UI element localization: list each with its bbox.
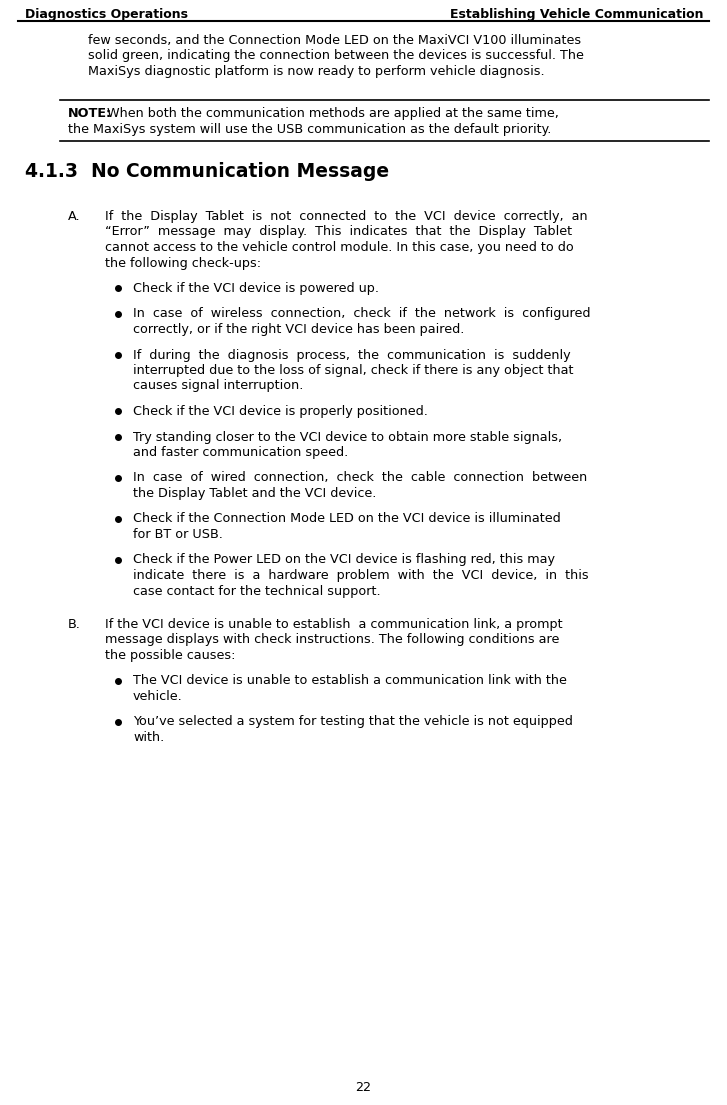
Text: correctly, or if the right VCI device has been paired.: correctly, or if the right VCI device ha… <box>133 323 465 336</box>
Text: MaxiSys diagnostic platform is now ready to perform vehicle diagnosis.: MaxiSys diagnostic platform is now ready… <box>88 65 545 78</box>
Text: the MaxiSys system will use the USB communication as the default priority.: the MaxiSys system will use the USB comm… <box>68 123 551 136</box>
Text: In  case  of  wireless  connection,  check  if  the  network  is  configured: In case of wireless connection, check if… <box>133 307 590 320</box>
Text: vehicle.: vehicle. <box>133 690 182 703</box>
Text: In  case  of  wired  connection,  check  the  cable  connection  between: In case of wired connection, check the c… <box>133 472 587 484</box>
Text: and faster communication speed.: and faster communication speed. <box>133 446 348 459</box>
Text: interrupted due to the loss of signal, check if there is any object that: interrupted due to the loss of signal, c… <box>133 364 574 377</box>
Text: case contact for the technical support.: case contact for the technical support. <box>133 585 381 598</box>
Text: the Display Tablet and the VCI device.: the Display Tablet and the VCI device. <box>133 487 377 499</box>
Text: cannot access to the vehicle control module. In this case, you need to do: cannot access to the vehicle control mod… <box>105 241 574 254</box>
Text: for BT or USB.: for BT or USB. <box>133 528 223 541</box>
Text: Try standing closer to the VCI device to obtain more stable signals,: Try standing closer to the VCI device to… <box>133 431 562 443</box>
Text: B.: B. <box>68 618 81 631</box>
Text: Establishing Vehicle Communication: Establishing Vehicle Communication <box>449 8 703 21</box>
Text: indicate  there  is  a  hardware  problem  with  the  VCI  device,  in  this: indicate there is a hardware problem wit… <box>133 569 589 582</box>
Text: 22: 22 <box>355 1081 371 1094</box>
Text: The VCI device is unable to establish a communication link with the: The VCI device is unable to establish a … <box>133 674 567 687</box>
Text: with.: with. <box>133 732 164 744</box>
Text: Diagnostics Operations: Diagnostics Operations <box>25 8 188 21</box>
Text: “Error”  message  may  display.  This  indicates  that  the  Display  Tablet: “Error” message may display. This indica… <box>105 225 572 239</box>
Text: If  during  the  diagnosis  process,  the  communication  is  suddenly: If during the diagnosis process, the com… <box>133 348 571 361</box>
Text: When both the communication methods are applied at the same time,: When both the communication methods are … <box>107 107 559 120</box>
Text: the possible causes:: the possible causes: <box>105 649 236 662</box>
Text: few seconds, and the Connection Mode LED on the MaxiVCI V100 illuminates: few seconds, and the Connection Mode LED… <box>88 34 581 48</box>
Text: Check if the VCI device is powered up.: Check if the VCI device is powered up. <box>133 282 379 295</box>
Text: You’ve selected a system for testing that the vehicle is not equipped: You’ve selected a system for testing tha… <box>133 716 573 728</box>
Text: solid green, indicating the connection between the devices is successful. The: solid green, indicating the connection b… <box>88 50 584 63</box>
Text: 4.1.3  No Communication Message: 4.1.3 No Communication Message <box>25 162 389 181</box>
Text: Check if the Connection Mode LED on the VCI device is illuminated: Check if the Connection Mode LED on the … <box>133 513 561 526</box>
Text: causes signal interruption.: causes signal interruption. <box>133 379 303 392</box>
Text: A.: A. <box>68 210 81 223</box>
Text: Check if the Power LED on the VCI device is flashing red, this may: Check if the Power LED on the VCI device… <box>133 554 555 567</box>
Text: If the VCI device is unable to establish  a communication link, a prompt: If the VCI device is unable to establish… <box>105 618 563 631</box>
Text: Check if the VCI device is properly positioned.: Check if the VCI device is properly posi… <box>133 406 428 418</box>
Text: NOTE:: NOTE: <box>68 107 112 120</box>
Text: message displays with check instructions. The following conditions are: message displays with check instructions… <box>105 633 559 646</box>
Text: If  the  Display  Tablet  is  not  connected  to  the  VCI  device  correctly,  : If the Display Tablet is not connected t… <box>105 210 587 223</box>
Text: the following check-ups:: the following check-ups: <box>105 256 261 270</box>
